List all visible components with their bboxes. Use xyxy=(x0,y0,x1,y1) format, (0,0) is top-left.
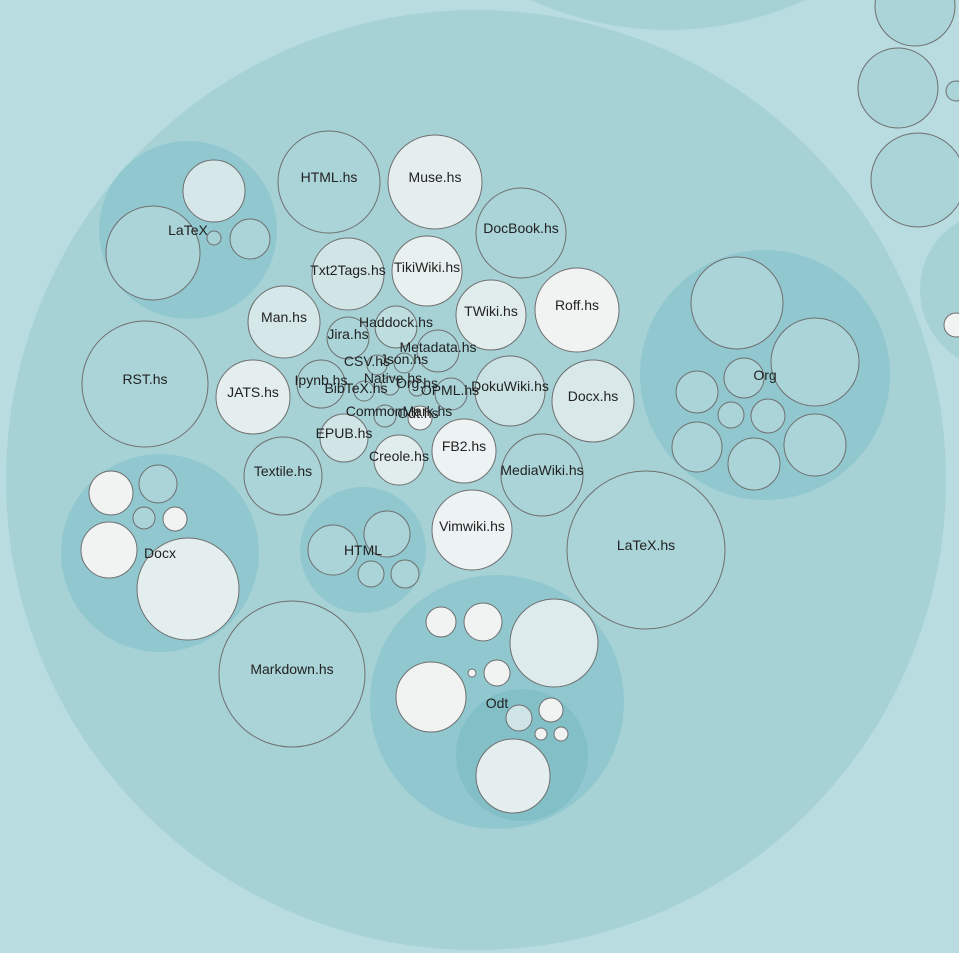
leaf-circle-muse-hs[interactable] xyxy=(387,134,483,230)
leaf-circle-markdown-hs[interactable] xyxy=(218,600,366,748)
leaf-circle-html-hs[interactable] xyxy=(277,130,381,234)
leaf-circle-native-hs[interactable] xyxy=(380,376,400,396)
leaf-circle-docx[interactable] xyxy=(138,464,178,504)
leaf-circle-roff-hs[interactable] xyxy=(534,267,620,353)
leaf-circle-latex[interactable] xyxy=(206,230,222,246)
leaf-circle-docx[interactable] xyxy=(136,537,240,641)
leaf-circle-textile-hs[interactable] xyxy=(243,436,323,516)
leaf-circle-dokuwiki-hs[interactable] xyxy=(474,355,546,427)
leaf-circle-org[interactable] xyxy=(727,437,781,491)
leaf-circle-latex-hs[interactable] xyxy=(566,470,726,630)
leaf-circle-creole-hs[interactable] xyxy=(373,434,425,486)
leaf-circle-tikiwiki-hs[interactable] xyxy=(391,235,463,307)
leaf-circle-latex[interactable] xyxy=(229,218,271,260)
leaf-circle-org[interactable] xyxy=(750,398,786,434)
leaf-circle-odt[interactable] xyxy=(553,726,569,742)
leaf-circle-json-hs[interactable] xyxy=(393,352,415,374)
leaf-circle-docx[interactable] xyxy=(80,521,138,579)
leaf-circle-org[interactable] xyxy=(675,370,719,414)
leaf-circle-org[interactable] xyxy=(723,357,765,399)
leaf-circle-odt[interactable] xyxy=(475,738,551,814)
leaf-circle-org-hs[interactable] xyxy=(408,379,426,397)
leaf-circle-jats-hs[interactable] xyxy=(215,359,291,435)
leaf-circle-html[interactable] xyxy=(390,559,420,589)
offscreen-leaf-circle[interactable] xyxy=(857,47,939,129)
leaf-circle-vimwiki-hs[interactable] xyxy=(431,489,513,571)
leaf-circle-odt[interactable] xyxy=(425,606,457,638)
offscreen-leaf-circle[interactable] xyxy=(870,132,959,228)
leaf-circle-fb2-hs[interactable] xyxy=(431,418,497,484)
leaf-circle-org[interactable] xyxy=(717,401,745,429)
sibling-group-circle[interactable] xyxy=(338,0,959,30)
leaf-circle-odt[interactable] xyxy=(483,659,511,687)
leaf-circle-docbook-hs[interactable] xyxy=(475,187,567,279)
leaf-circle-html[interactable] xyxy=(357,560,385,588)
leaf-circle-opml-hs[interactable] xyxy=(434,377,468,411)
leaf-circle-odt-hs[interactable] xyxy=(407,405,433,431)
leaf-circle-org[interactable] xyxy=(671,421,723,473)
leaf-circle-haddock-hs[interactable] xyxy=(374,305,418,349)
leaf-circle-ipynb-hs[interactable] xyxy=(296,359,346,409)
offscreen-leaf-circle[interactable] xyxy=(943,312,959,338)
leaf-circle-rst-hs[interactable] xyxy=(81,320,209,448)
leaf-circle-latex[interactable] xyxy=(182,159,246,223)
leaf-circle-org[interactable] xyxy=(770,317,860,407)
offscreen-leaf-circle[interactable] xyxy=(874,0,956,47)
leaf-circle-latex[interactable] xyxy=(105,205,201,301)
leaf-circle-docx-hs[interactable] xyxy=(551,359,635,443)
leaf-circle-jira-hs[interactable] xyxy=(326,316,370,360)
leaf-circle-org[interactable] xyxy=(783,413,847,477)
leaf-circle-txt2tags-hs[interactable] xyxy=(311,237,385,311)
leaf-circle-docx[interactable] xyxy=(88,470,134,516)
leaf-circle-docx[interactable] xyxy=(132,506,156,530)
leaf-circle-odt[interactable] xyxy=(463,602,503,642)
leaf-circle-odt[interactable] xyxy=(395,661,467,733)
leaf-circle-odt[interactable] xyxy=(509,598,599,688)
leaf-circle-html[interactable] xyxy=(307,524,359,576)
offscreen-leaf-circle[interactable] xyxy=(945,80,959,102)
leaf-circle-csv-hs[interactable] xyxy=(366,354,388,376)
leaf-circle-epub-hs[interactable] xyxy=(319,413,369,463)
leaf-circle-bibtex-hs[interactable] xyxy=(353,380,375,402)
leaf-circle-mediawiki-hs[interactable] xyxy=(500,433,584,517)
leaf-circle-metadata-hs[interactable] xyxy=(416,329,460,373)
leaf-circle-twiki-hs[interactable] xyxy=(455,279,527,351)
leaf-circle-commonmark-hs[interactable] xyxy=(373,404,397,428)
leaf-circle-org[interactable] xyxy=(690,256,784,350)
leaf-circle-man-hs[interactable] xyxy=(247,285,321,359)
leaf-circle-odt[interactable] xyxy=(538,697,564,723)
leaf-circle-docx[interactable] xyxy=(162,506,188,532)
leaf-circle-html[interactable] xyxy=(363,510,411,558)
leaf-circle-odt[interactable] xyxy=(505,704,533,732)
leaf-circle-odt[interactable] xyxy=(467,668,477,678)
leaf-circle-odt[interactable] xyxy=(534,727,548,741)
